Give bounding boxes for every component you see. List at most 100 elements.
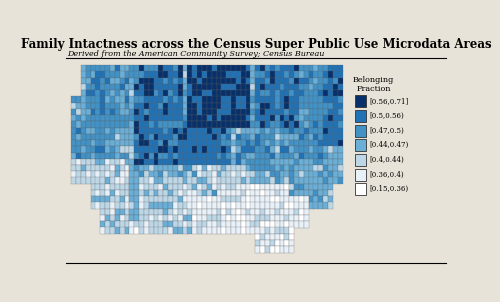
Bar: [294, 71, 299, 78]
Bar: [318, 90, 323, 97]
Bar: [265, 153, 270, 159]
Bar: [134, 109, 139, 115]
Bar: [105, 109, 110, 115]
Bar: [188, 140, 192, 146]
Bar: [100, 121, 105, 128]
Bar: [314, 78, 318, 84]
Bar: [260, 140, 265, 146]
Bar: [304, 134, 308, 140]
Bar: [168, 71, 173, 78]
Bar: [308, 165, 314, 171]
Bar: [318, 78, 323, 84]
Bar: [294, 84, 299, 90]
Bar: [139, 115, 144, 121]
Bar: [144, 103, 149, 109]
Bar: [86, 171, 90, 178]
Bar: [168, 84, 173, 90]
Bar: [192, 227, 198, 234]
Bar: [115, 90, 120, 97]
Bar: [284, 153, 290, 159]
Bar: [304, 115, 308, 121]
Bar: [110, 65, 115, 72]
Bar: [188, 109, 192, 115]
Bar: [173, 140, 178, 146]
Bar: [124, 190, 130, 196]
Bar: [182, 209, 188, 215]
Bar: [328, 140, 333, 146]
Bar: [154, 90, 158, 97]
Bar: [270, 190, 275, 196]
Bar: [130, 165, 134, 171]
Bar: [274, 127, 280, 134]
Bar: [100, 71, 105, 78]
Bar: [158, 115, 164, 121]
Bar: [284, 171, 290, 178]
Bar: [246, 190, 250, 196]
Bar: [173, 134, 178, 140]
Bar: [124, 65, 130, 72]
Bar: [246, 109, 250, 115]
Bar: [90, 78, 96, 84]
Bar: [96, 127, 100, 134]
Bar: [139, 140, 144, 146]
Bar: [304, 202, 308, 209]
Bar: [168, 196, 173, 203]
Bar: [207, 153, 212, 159]
Bar: [178, 209, 182, 215]
Bar: [120, 103, 124, 109]
Bar: [212, 65, 216, 72]
Bar: [256, 171, 260, 178]
Bar: [96, 184, 100, 190]
Bar: [76, 165, 81, 171]
Bar: [115, 134, 120, 140]
Bar: [178, 65, 182, 72]
Bar: [318, 71, 323, 78]
Bar: [212, 71, 216, 78]
Bar: [158, 165, 164, 171]
Bar: [148, 65, 154, 72]
Bar: [270, 115, 275, 121]
Bar: [110, 159, 115, 165]
Bar: [226, 84, 231, 90]
Bar: [188, 134, 192, 140]
Bar: [163, 215, 168, 221]
Bar: [323, 84, 328, 90]
Bar: [158, 196, 164, 203]
Bar: [304, 78, 308, 84]
Bar: [318, 202, 323, 209]
Bar: [284, 103, 290, 109]
Bar: [178, 115, 182, 121]
Bar: [216, 153, 222, 159]
Bar: [222, 115, 226, 121]
Bar: [212, 190, 216, 196]
Bar: [241, 227, 246, 234]
Bar: [86, 71, 90, 78]
Bar: [280, 215, 284, 221]
Bar: [314, 184, 318, 190]
Bar: [158, 78, 164, 84]
Bar: [260, 196, 265, 203]
Bar: [231, 184, 236, 190]
Bar: [236, 146, 241, 153]
Bar: [308, 127, 314, 134]
Bar: [250, 215, 256, 221]
Bar: [256, 246, 260, 252]
Bar: [231, 227, 236, 234]
Bar: [280, 159, 284, 165]
Bar: [284, 115, 290, 121]
Bar: [197, 96, 202, 103]
Bar: [270, 121, 275, 128]
Bar: [71, 121, 76, 128]
Bar: [134, 165, 139, 171]
Bar: [158, 90, 164, 97]
Bar: [192, 65, 198, 72]
Bar: [81, 140, 86, 146]
Bar: [294, 159, 299, 165]
Bar: [105, 90, 110, 97]
Bar: [284, 146, 290, 153]
Bar: [216, 146, 222, 153]
Bar: [100, 190, 105, 196]
Bar: [304, 190, 308, 196]
Bar: [274, 65, 280, 72]
Bar: [86, 146, 90, 153]
